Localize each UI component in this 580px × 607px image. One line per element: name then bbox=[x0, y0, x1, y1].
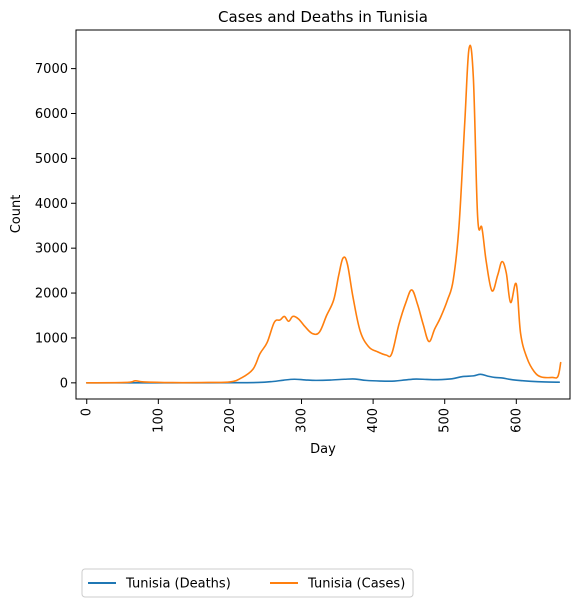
legend-label: Tunisia (Cases) bbox=[307, 577, 405, 592]
x-tick-label: 200 bbox=[223, 408, 238, 433]
y-tick-label: 4000 bbox=[35, 197, 68, 212]
series-line-cases bbox=[85, 44, 562, 384]
x-tick-label: 500 bbox=[438, 408, 453, 433]
legend-box bbox=[81, 568, 414, 598]
y-axis-ticks: 0 1000 2000 3000 4000 5000 6000 7000 bbox=[35, 62, 76, 391]
x-tick-label: 400 bbox=[366, 408, 381, 433]
x-tick-label: 0 bbox=[80, 408, 95, 416]
y-tick-label: 6000 bbox=[35, 107, 68, 122]
legend: Tunisia (Deaths) Tunisia (Cases) bbox=[81, 568, 414, 598]
y-tick-label: 5000 bbox=[35, 152, 68, 167]
series-line-deaths bbox=[85, 373, 561, 384]
x-tick-label: 100 bbox=[151, 408, 166, 433]
x-axis-label: Day bbox=[310, 442, 336, 457]
y-axis-label: Count bbox=[9, 195, 24, 234]
series-lines bbox=[85, 44, 562, 384]
y-tick-label: 3000 bbox=[35, 242, 68, 257]
chart-title: Cases and Deaths in Tunisia bbox=[218, 8, 428, 26]
legend-label: Tunisia (Deaths) bbox=[125, 577, 231, 592]
y-tick-label: 2000 bbox=[35, 287, 68, 302]
x-tick-label: 300 bbox=[295, 408, 310, 433]
x-axis-ticks: 0 100 200 300 400 500 600 bbox=[80, 399, 524, 433]
plot-area bbox=[75, 29, 571, 400]
y-tick-label: 1000 bbox=[35, 331, 68, 346]
x-tick-label: 600 bbox=[509, 408, 524, 433]
y-tick-label: 0 bbox=[60, 376, 68, 391]
y-tick-label: 7000 bbox=[35, 62, 68, 77]
